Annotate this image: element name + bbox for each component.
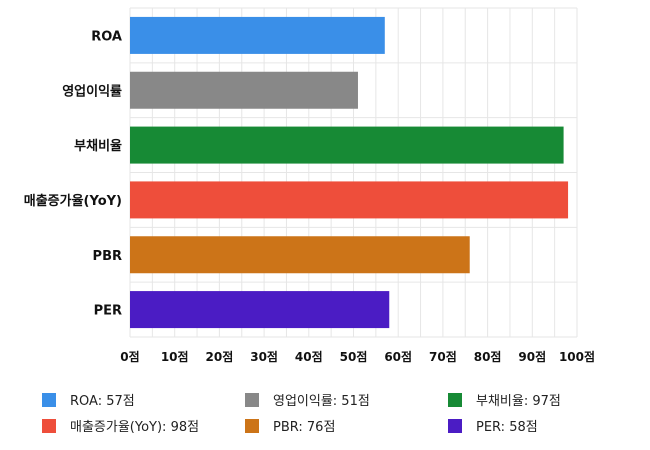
x-tick-label: 90점 xyxy=(518,349,546,364)
grid xyxy=(129,7,578,338)
legend-swatch xyxy=(42,419,56,433)
category-label: 부채비율 xyxy=(74,138,122,154)
bar-4 xyxy=(130,236,470,274)
category-label: 영업이익률 xyxy=(62,83,122,99)
category-label: PBR xyxy=(93,249,122,264)
legend-item-label: ROA: 57점 xyxy=(70,394,135,409)
x-tick-label: 70점 xyxy=(429,349,457,364)
x-tick-label: 60점 xyxy=(384,349,412,364)
legend-swatch xyxy=(245,419,259,433)
legend-item-label: 영업이익률: 51점 xyxy=(273,394,370,409)
bar-1 xyxy=(130,71,358,109)
bar-3 xyxy=(130,181,569,219)
bar-5 xyxy=(130,291,390,329)
x-tick-label: 30점 xyxy=(250,349,278,364)
legend-item-label: 매출증가율(YoY): 98점 xyxy=(70,420,199,435)
x-tick-label: 10점 xyxy=(161,349,189,364)
bar-2 xyxy=(130,126,564,164)
legend-item-label: PBR: 76점 xyxy=(273,420,335,435)
legend-swatch xyxy=(245,393,259,407)
legend-swatch xyxy=(448,393,462,407)
x-tick-label: 0점 xyxy=(120,349,139,364)
x-tick-label: 50점 xyxy=(340,349,368,364)
category-label: 매출증가율(YoY) xyxy=(24,193,122,209)
legend-swatch xyxy=(42,393,56,407)
x-tick-label: 20점 xyxy=(206,349,234,364)
legend-item-label: 부채비율: 97점 xyxy=(476,394,561,409)
x-tick-label: 40점 xyxy=(295,349,323,364)
x-tick-label: 100점 xyxy=(559,349,595,364)
bars xyxy=(130,16,569,329)
x-tick-label: 80점 xyxy=(474,349,502,364)
bar-0 xyxy=(130,16,385,54)
x-axis-ticks: 0점 10점 20점 30점 40점 50점 60점 70점 80점 90점 100점 xyxy=(120,349,595,364)
category-label: PER xyxy=(94,304,122,319)
category-label: ROA xyxy=(91,29,122,44)
legend-item-label: PER: 58점 xyxy=(476,420,538,435)
legend-swatch xyxy=(448,419,462,433)
